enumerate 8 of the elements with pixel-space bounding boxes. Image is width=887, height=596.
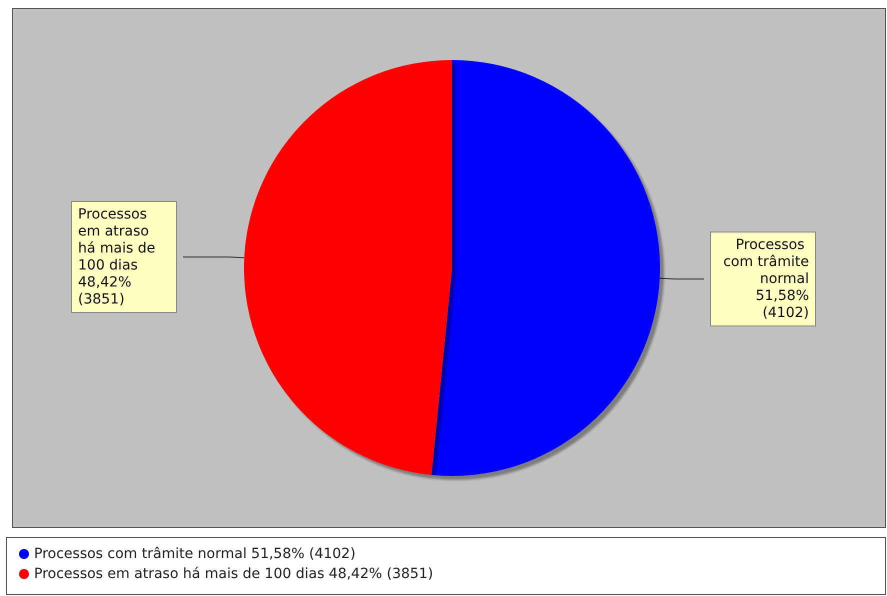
data-label: 48,42% (3851) [324,566,434,582]
legend-label: Processos em atraso há mais de 100 dias [34,566,324,582]
slice-label: Processos com trâmite normal [723,237,809,288]
text: 51,58% (4102) [251,546,356,562]
text: 48,42% (3851) [78,274,132,308]
legend-label: Processos com trâmite normal [34,546,247,562]
data-label: 51,58% (4102) [756,288,809,322]
slice-label: Processos em atraso há mais de 100 dias [78,206,160,274]
